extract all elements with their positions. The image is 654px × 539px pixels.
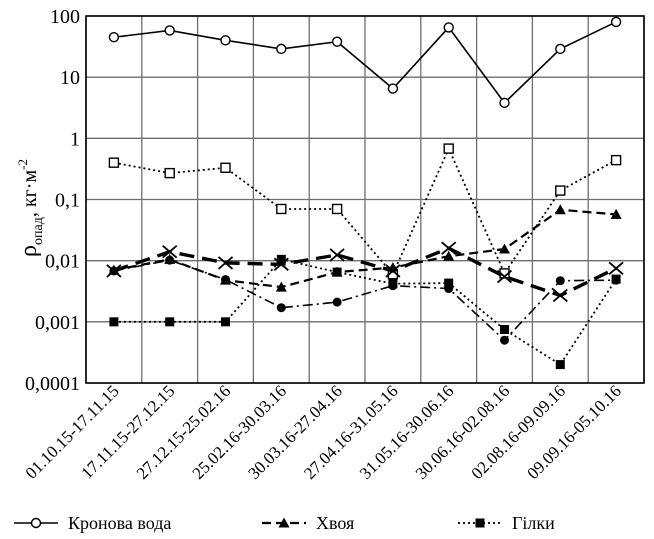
marker-open-square <box>164 167 175 179</box>
marker-cross <box>552 288 568 303</box>
y-tick-label: 0,0001 <box>25 373 80 395</box>
marker-open-circle <box>555 43 566 55</box>
marker-filled-circle <box>109 266 119 276</box>
y-axis-label-text: ρопад, кг·м-2 <box>15 159 46 257</box>
y-tick-label: 0,001 <box>35 312 80 334</box>
x-tick-label: 30.06.16-02.08.16 <box>412 381 514 483</box>
x-tick-label: 27.04.16-31.05.16 <box>300 381 402 483</box>
marker-open-square <box>276 203 287 215</box>
x-tick-label: 09.09.16-05.10.16 <box>523 381 625 483</box>
marker-filled-circle <box>165 255 175 265</box>
marker-open-circle <box>220 35 231 46</box>
x-tick-label: 17.11.15-27.12.15 <box>77 381 178 482</box>
x-tick-label: 30.03.16-27.04.16 <box>244 381 346 483</box>
y-tick-label: 0,1 <box>55 190 80 212</box>
y-tick-label: 1 <box>70 128 80 150</box>
series-line <box>113 258 617 366</box>
series-layer <box>106 16 624 370</box>
marker-filled-circle <box>388 281 398 291</box>
marker-triangle <box>554 204 566 215</box>
marker-filled-square <box>500 324 509 334</box>
marker-open-circle <box>30 517 42 529</box>
marker-open-square <box>108 157 120 168</box>
x-tick-label: 25.02.16-30.03.16 <box>189 381 291 483</box>
marker-filled-square <box>332 267 342 277</box>
marker-filled-square <box>165 317 175 327</box>
marker-filled-square <box>276 254 286 264</box>
legend: Кронова вода Хвоя Гілки <box>14 513 555 533</box>
legend-label: Кронова вода <box>68 513 171 533</box>
axes <box>85 15 645 384</box>
y-tick-label: 100 <box>50 6 80 28</box>
marker-filled-circle <box>555 276 565 286</box>
marker-filled-square <box>475 518 485 528</box>
x-tick-label: 27.12.15-25.02.16 <box>133 381 235 483</box>
marker-filled-circle <box>444 284 454 294</box>
marker-cross <box>329 248 345 262</box>
y-tick-label: 10 <box>60 67 80 89</box>
marker-open-circle <box>387 83 399 94</box>
marker-open-circle <box>443 22 454 33</box>
grid <box>85 15 645 384</box>
marker-open-circle <box>164 25 175 36</box>
y-tick-labels: 0,0001 0,001 0,01 0,1 1 10 100 <box>25 6 80 395</box>
marker-cross <box>162 245 178 259</box>
marker-filled-square <box>444 278 454 288</box>
marker-filled-circle <box>221 275 230 285</box>
marker-open-circle <box>276 43 287 55</box>
marker-triangle <box>275 281 287 292</box>
marker-filled-square <box>109 317 119 327</box>
series-1 <box>108 16 622 109</box>
legend-label: Гілки <box>512 513 555 533</box>
x-tick-label: 31.05.16-30.06.16 <box>356 381 458 483</box>
series-line <box>113 21 617 105</box>
series-line <box>113 259 617 342</box>
marker-open-square <box>443 143 454 154</box>
marker-open-circle <box>108 32 120 43</box>
series-line <box>113 146 617 276</box>
marker-filled-circle <box>611 275 621 285</box>
marker-triangle <box>610 208 622 219</box>
marker-filled-circle <box>276 303 286 313</box>
x-tick-labels: 01.10.15-17.11.1517.11.15-27.12.1527.12.… <box>22 381 625 483</box>
y-axis-label: ρопад, кг·м-2 <box>15 159 46 257</box>
marker-open-circle <box>610 16 622 28</box>
legend-label: Хвоя <box>316 513 354 533</box>
marker-open-square <box>220 162 231 173</box>
marker-filled-circle <box>500 335 509 345</box>
marker-open-square <box>555 185 566 196</box>
marker-cross <box>217 256 234 270</box>
marker-open-square <box>331 203 343 215</box>
marker-triangle <box>499 243 510 254</box>
marker-cross <box>385 264 401 278</box>
y-tick-label: 0,01 <box>45 251 80 273</box>
marker-triangle <box>278 517 290 528</box>
marker-cross <box>273 257 289 272</box>
marker-filled-square <box>555 360 565 370</box>
marker-open-circle <box>499 97 510 109</box>
marker-filled-square <box>221 317 230 327</box>
marker-cross <box>608 261 624 275</box>
marker-filled-circle <box>332 297 342 307</box>
marker-open-circle <box>331 36 343 47</box>
x-tick-label: 02.08.16-09.09.16 <box>468 381 570 483</box>
plot-frame <box>85 15 645 384</box>
marker-open-square <box>610 154 622 166</box>
x-tick-label: 01.10.15-17.11.15 <box>22 381 123 482</box>
series-6 <box>109 255 621 345</box>
marker-cross <box>441 241 457 255</box>
marker-cross <box>496 269 513 284</box>
marker-triangle <box>443 250 455 261</box>
series-line <box>113 246 617 298</box>
